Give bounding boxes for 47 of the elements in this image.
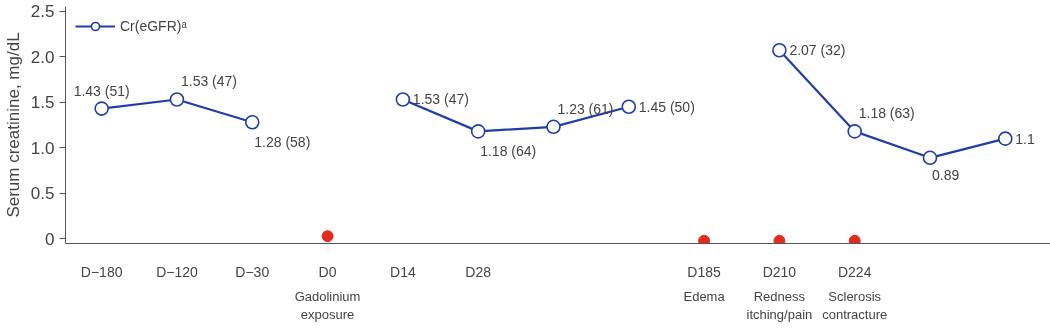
y-tick-label: 1.0 [30, 138, 55, 158]
y-tick-label: 0.5 [30, 184, 55, 204]
point [772, 42, 787, 58]
point [169, 92, 185, 107]
x-tick-label: D210 [762, 263, 797, 280]
data-label: 1.18 (64) [480, 143, 537, 160]
x-tick-label: D−30 [235, 263, 270, 280]
text: Gadolinium exposure [294, 288, 361, 323]
data-label: 2.07 (32) [789, 42, 846, 59]
y-tick-label: 0 [45, 229, 55, 249]
data-label: 1.23 (61) [557, 100, 614, 117]
point [395, 92, 411, 107]
x-tick-label: D0 [318, 263, 337, 280]
data-label: 1.1 [1015, 130, 1035, 147]
point [244, 114, 260, 130]
data-label: 1.18 (63) [858, 105, 915, 122]
x-tick-label: D224 [837, 263, 872, 280]
point [94, 101, 109, 116]
point [470, 124, 486, 139]
y-tick-label: 1.5 [30, 93, 55, 113]
point [847, 124, 862, 139]
x-tick-label: D14 [390, 263, 416, 280]
y-tick-label: 2.5 [30, 2, 55, 22]
point [922, 150, 938, 166]
x-tick-label: D−180 [80, 263, 123, 280]
y-axis-title: Serum creatinine, mg/dL [3, 32, 23, 218]
point [848, 234, 861, 244]
data-label: 1.53 (47) [180, 73, 237, 90]
data-label: 1.53 (47) [412, 91, 469, 108]
x-tick-label: D−120 [156, 263, 198, 280]
legend-label: Cr(eGFR)ᵃ [120, 18, 187, 34]
point [621, 99, 637, 115]
data-label: 1.43 (51) [73, 82, 130, 99]
point [698, 234, 711, 244]
text: Edema [683, 288, 726, 304]
point [321, 230, 334, 243]
data-label: 1.28 (58) [254, 134, 311, 151]
x-tick-label: D185 [687, 263, 722, 280]
text: Sclerosis contracture [822, 288, 888, 323]
point [773, 234, 786, 244]
point [546, 119, 561, 135]
data-label: 1.45 (50) [638, 98, 695, 115]
text: Redness itching/pain [746, 288, 813, 323]
x-tick-label: D28 [465, 263, 492, 280]
data-label: 0.89 [932, 166, 960, 183]
point [998, 131, 1013, 146]
y-tick-label: 2.0 [30, 47, 55, 67]
